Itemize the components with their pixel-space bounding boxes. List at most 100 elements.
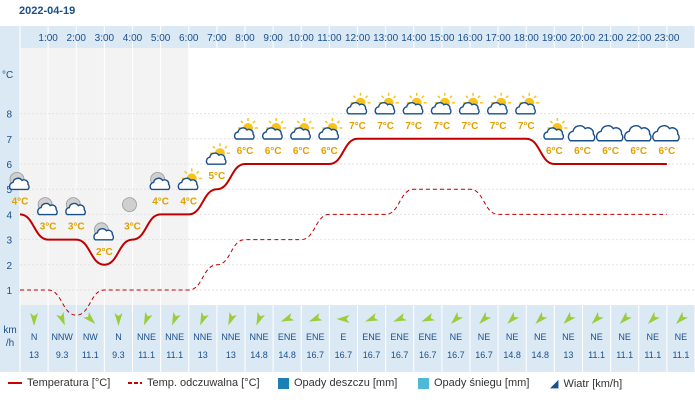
hour-tick-label: 1:00 <box>38 33 58 44</box>
wind-arrow-icon <box>336 315 350 323</box>
temp-data-label: 3°C <box>40 222 57 233</box>
temp-data-label: 6°C <box>546 146 563 157</box>
wind-direction-label: NNE <box>137 332 156 342</box>
cloud-shape <box>233 127 255 140</box>
hour-tick-label: 13:00 <box>373 33 398 44</box>
wind-direction-label: NE <box>618 332 631 342</box>
wind-speed-label: 14.8 <box>250 350 268 360</box>
wind-arrow-icon <box>30 313 39 326</box>
hour-tick-label: 3:00 <box>95 33 115 44</box>
cloud-moon-icon <box>65 197 86 216</box>
wind-speed-label: 9.3 <box>56 350 69 360</box>
wind-speed-label: 16.7 <box>307 350 325 360</box>
cloud-icon <box>567 125 596 142</box>
cloud-sun-icon <box>543 118 568 140</box>
wind-direction-label: NNE <box>193 332 212 342</box>
wind-speed-label: 16.7 <box>363 350 381 360</box>
wind-arrow-icon <box>563 311 576 324</box>
wind-arrow-icon <box>647 311 660 324</box>
sun-ray <box>549 120 553 124</box>
wind-arrow-icon <box>83 311 96 324</box>
temp-data-label: 7°C <box>433 121 450 132</box>
wind-direction-label: NE <box>675 332 688 342</box>
wind-direction-label: NE <box>534 332 547 342</box>
cloud-shape <box>37 202 58 216</box>
cloud-sun-icon <box>290 118 315 140</box>
wind-arrow-icon <box>143 311 153 326</box>
wind-speed-label: 13 <box>226 350 236 360</box>
legend-feels: Temp. odczuwalna [°C] <box>128 377 260 389</box>
wind-arrow-icon <box>365 313 379 322</box>
temp-data-label: 6°C <box>321 146 338 157</box>
temp-data-label: 6°C <box>602 146 619 157</box>
sun-ray <box>184 170 188 174</box>
legend-temp-swatch <box>8 382 22 384</box>
cloud-shape <box>595 125 624 142</box>
wind-direction-label: NW <box>83 332 98 342</box>
sun-ray <box>421 95 425 99</box>
legend-wind-label: Wiatr [km/h] <box>563 377 623 390</box>
sun-ray <box>493 95 497 99</box>
sun-ray <box>449 95 453 99</box>
sun-ray <box>324 120 328 124</box>
cloud-icon <box>624 125 652 142</box>
hour-tick-label: 15:00 <box>429 33 454 44</box>
temp-data-label: 3°C <box>68 222 85 233</box>
sun-ray <box>308 120 312 124</box>
wind-direction-label: NE <box>450 332 463 342</box>
cloud-shape <box>8 177 30 191</box>
wind-direction-label: ENE <box>419 332 438 342</box>
sun-ray <box>352 95 357 99</box>
cloud-shape <box>543 127 565 140</box>
y-tick-label: 2 <box>6 261 12 272</box>
cloud-moon-icon <box>37 197 58 216</box>
wind-unit-label: km <box>3 325 16 336</box>
temp-data-label: 7°C <box>349 121 366 132</box>
moon-icon <box>122 197 137 213</box>
sun-ray <box>465 95 469 99</box>
cloud-shape <box>177 177 199 191</box>
y-tick-label: 6 <box>6 160 12 171</box>
cloud-sun-icon <box>430 92 455 115</box>
cloud-sun-icon <box>233 118 258 140</box>
cloud-shape <box>624 125 652 142</box>
legend-snow-swatch <box>418 377 429 389</box>
y-tick-label: 7 <box>6 135 12 146</box>
wind-direction-label: ENE <box>390 332 409 342</box>
hour-tick-label: 21:00 <box>598 33 623 44</box>
temp-data-label: 7°C <box>490 121 507 132</box>
legend: Temperatura [°C] Temp. odczuwalna [°C] O… <box>0 372 695 396</box>
cloud-moon-icon <box>8 171 30 191</box>
sun-ray <box>336 120 340 124</box>
wind-direction-label: N <box>115 332 122 342</box>
wind-speed-label: 16.7 <box>391 350 409 360</box>
legend-snow-label: Opady śniegu [mm] <box>434 377 530 389</box>
legend-rain: Opady deszczu [mm] <box>278 377 397 389</box>
sun-ray <box>409 95 413 99</box>
temp-data-label: 6°C <box>630 146 647 157</box>
hour-tick-label: 18:00 <box>514 33 539 44</box>
cloud-moon-icon <box>149 171 171 191</box>
wind-arrow-icon <box>535 311 548 324</box>
y-tick-label: 8 <box>6 110 12 121</box>
wind-direction-label: NNE <box>250 332 269 342</box>
legend-rain-swatch <box>278 377 289 389</box>
cloud-moon-icon <box>93 222 115 241</box>
temp-data-label: 3°C <box>124 222 141 233</box>
temp-data-label: 4°C <box>180 196 197 207</box>
y-tick-label: 3 <box>6 236 12 247</box>
sun-ray <box>437 95 441 99</box>
wind-direction-label: ENE <box>362 332 381 342</box>
cloud-shape <box>374 102 396 115</box>
temp-data-label: 7°C <box>377 121 394 132</box>
temp-data-label: 6°C <box>574 146 591 157</box>
wind-arrow-icon <box>507 311 520 324</box>
hour-tick-label: 20:00 <box>570 33 595 44</box>
cloud-sun-icon <box>515 92 540 115</box>
cloud-shape <box>65 202 86 216</box>
sun-ray <box>521 95 525 99</box>
sun-ray <box>533 95 537 99</box>
y-tick-label: 1 <box>6 286 12 297</box>
cloud-sun-icon <box>318 118 343 140</box>
cloud-shape <box>346 102 368 115</box>
